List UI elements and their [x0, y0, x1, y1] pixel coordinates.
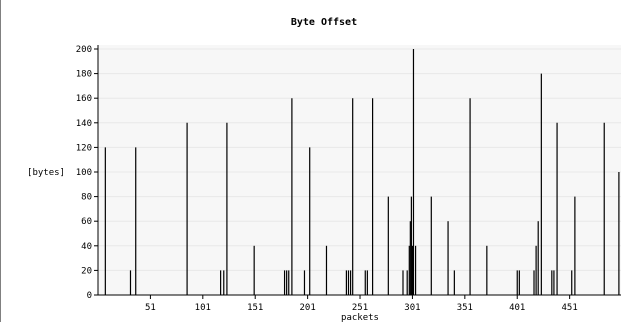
x-tick-label: 301 [404, 303, 420, 313]
x-tick-label: 401 [509, 303, 525, 313]
axes [97, 45, 621, 296]
y-tick-label: 140 [76, 119, 92, 129]
y-tick-label: 60 [81, 217, 92, 227]
y-tick-label: 20 [81, 266, 92, 276]
y-tick-label: 200 [76, 45, 92, 55]
x-axis-ticks: 51 101 151 201 251 301 351 401 451 [145, 295, 578, 313]
y-tick-label: 0 [87, 291, 92, 301]
plot-area [98, 45, 621, 295]
x-tick-label: 251 [352, 303, 368, 313]
x-tick-label: 351 [457, 303, 473, 313]
x-axis-label: packets [341, 313, 379, 322]
bar-series [104, 49, 620, 295]
y-axis-ticks: 0 20 40 60 80 100 120 140 160 180 200 [76, 45, 98, 301]
y-axis-label: [bytes] [27, 168, 65, 178]
y-tick-label: 80 [81, 193, 92, 203]
y-tick-label: 120 [76, 143, 92, 153]
y-tick-label: 100 [76, 168, 92, 178]
chart-title: Byte Offset [291, 17, 357, 28]
x-tick-label: 101 [195, 303, 211, 313]
grid-lines [98, 48, 621, 271]
y-tick-label: 160 [76, 94, 92, 104]
x-tick-label: 201 [299, 303, 315, 313]
x-tick-label: 151 [247, 303, 263, 313]
x-tick-label: 451 [562, 303, 578, 313]
y-tick-label: 180 [76, 70, 92, 80]
y-tick-label: 40 [81, 242, 92, 252]
x-tick-label: 51 [145, 303, 156, 313]
